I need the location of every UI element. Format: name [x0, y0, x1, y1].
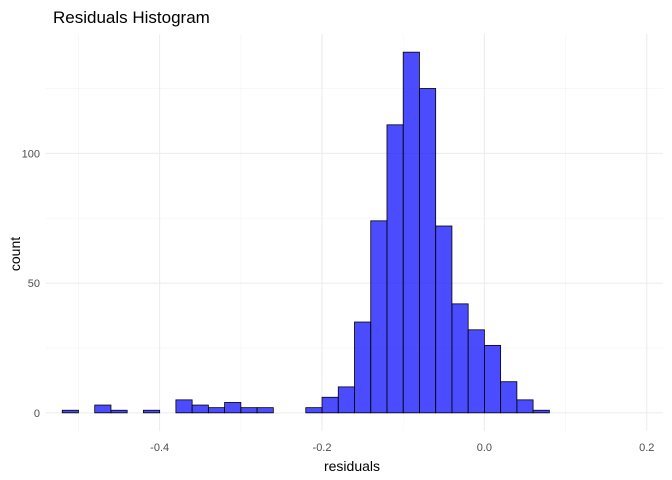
histogram-bar [337, 386, 355, 414]
x-axis-label: residuals [324, 458, 380, 474]
histogram-bar [467, 329, 485, 414]
x-tick-label: 0.2 [639, 442, 654, 454]
bars [61, 51, 550, 414]
x-tick-label: -0.2 [313, 442, 332, 454]
histogram-bar [532, 409, 550, 414]
histogram-bar [94, 404, 112, 414]
y-tick-label: 0 [34, 408, 40, 420]
histogram-bar [370, 220, 388, 414]
histogram-bar [500, 381, 518, 414]
y-tick-label: 50 [28, 278, 40, 290]
histogram-bar [256, 407, 274, 414]
histogram-bar [435, 225, 453, 414]
histogram-bar [61, 409, 79, 414]
histogram-bar [321, 396, 339, 414]
y-axis-label: count [7, 237, 23, 271]
histogram-bar [354, 321, 372, 414]
histogram-bar [305, 407, 323, 414]
x-tick-label: 0.0 [477, 442, 492, 454]
histogram-bar [207, 407, 226, 414]
histogram-bar [224, 402, 242, 414]
chart-title: Residuals Histogram [53, 8, 210, 27]
histogram-bar [143, 409, 161, 414]
histogram-bar [386, 124, 404, 414]
y-tick-label: 100 [22, 148, 40, 160]
x-axis-ticks: -0.4 -0.2 0.0 0.2 [150, 442, 654, 454]
histogram-bar [516, 399, 534, 414]
histogram-bar [191, 404, 209, 414]
histogram-bar [240, 407, 258, 414]
histogram-bar [451, 303, 469, 414]
x-tick-label: -0.4 [150, 442, 169, 454]
histogram-bar [175, 399, 193, 414]
y-axis-ticks: 0 50 100 [22, 148, 40, 419]
histogram-bar [110, 409, 128, 414]
histogram-bar [419, 88, 437, 414]
histogram-bar [483, 344, 502, 414]
histogram-bar [402, 51, 420, 414]
